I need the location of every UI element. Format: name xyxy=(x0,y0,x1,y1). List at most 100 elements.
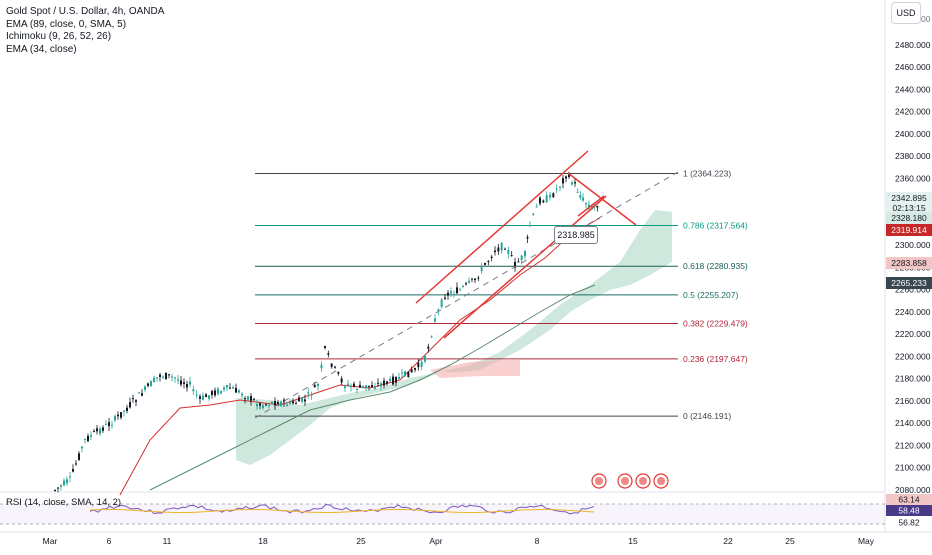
candle-body xyxy=(84,438,86,440)
ichimoku-legend[interactable]: Ichimoku (9, 26, 52, 26) xyxy=(6,31,112,42)
price-label: 2440.000 xyxy=(895,84,931,94)
price-tag-2265-bg xyxy=(886,277,932,289)
candle-body xyxy=(490,256,493,258)
candle-body xyxy=(307,392,310,394)
channel-lower-line xyxy=(443,195,607,339)
candle-body xyxy=(150,381,152,387)
time-axis[interactable]: Mar 6 11 18 25 Apr 8 15 22 25 May xyxy=(43,536,875,546)
candle-body xyxy=(229,387,231,389)
candle-body xyxy=(380,383,382,387)
candle-body xyxy=(582,197,584,201)
candle-body xyxy=(585,202,587,205)
cloud-area-bearish xyxy=(430,360,520,378)
price-label: 2240.000 xyxy=(895,307,931,317)
fibonacci-retracement[interactable]: 1 (2364.223) 0.786 (2317.564) 0.618 (2280.… xyxy=(255,169,748,422)
candle-body xyxy=(565,176,567,179)
candle-body xyxy=(494,250,496,253)
candle-body xyxy=(330,363,333,367)
candle-body xyxy=(434,318,436,322)
candle-body xyxy=(447,292,449,296)
rsi-tag-1: 63.14 xyxy=(898,495,920,505)
candle-body xyxy=(507,249,510,254)
candle-body xyxy=(359,384,361,388)
rsi-pane xyxy=(0,503,885,525)
candle-body xyxy=(353,383,355,387)
current-price-label: 2342.895 xyxy=(891,193,927,203)
candle-body xyxy=(350,385,352,388)
ema34-legend[interactable]: EMA (34, close) xyxy=(6,43,77,55)
candle-body xyxy=(520,255,523,261)
candle-body xyxy=(535,206,538,208)
price-label: 2220.000 xyxy=(895,329,931,339)
candle-body xyxy=(144,386,146,390)
candle-body xyxy=(223,387,225,390)
candle-body xyxy=(271,401,273,404)
candle-body xyxy=(96,428,98,432)
time-label: 11 xyxy=(163,536,172,546)
trend-drawings[interactable] xyxy=(254,150,679,419)
candle-body xyxy=(192,389,195,392)
candlesticks xyxy=(54,171,599,493)
candle-body xyxy=(280,401,282,406)
candle-body xyxy=(487,261,490,263)
symbol-title[interactable]: Gold Spot / U.S. Dollar, 4h, OANDA xyxy=(6,6,165,17)
candle-body xyxy=(132,398,134,400)
candle-body xyxy=(180,380,182,385)
candle-body xyxy=(552,193,555,198)
candle-body xyxy=(226,385,228,388)
candle-body xyxy=(559,186,561,188)
rsi-legend[interactable]: RSI (14, close, SMA, 14, 2) xyxy=(6,497,122,508)
candle-body xyxy=(108,422,110,427)
candle-body xyxy=(440,299,443,307)
rsi-line xyxy=(89,504,595,515)
candle-body xyxy=(168,374,170,376)
candle-body xyxy=(135,400,137,402)
ema-lines xyxy=(119,217,601,496)
candle-body xyxy=(265,404,267,406)
candle-body xyxy=(129,402,131,408)
event-flag-dot xyxy=(657,477,665,485)
price-axis[interactable]: 2500.0002480.0002460.0002440.0002420.000… xyxy=(895,14,931,495)
fib-level-label: 1 (2364.223) xyxy=(683,169,731,179)
indicator-legend: Gold Spot / U.S. Dollar, 4h, OANDA EMA (… xyxy=(6,6,164,56)
time-label: Apr xyxy=(429,536,442,546)
currency-button[interactable]: USD xyxy=(891,2,921,24)
candle-body xyxy=(126,407,128,411)
candle-body xyxy=(123,410,125,412)
candle-body xyxy=(542,200,545,203)
candle-body xyxy=(368,385,370,387)
candle-body xyxy=(183,382,185,384)
countdown-label: 02:13:15 xyxy=(892,203,925,213)
cloud-area xyxy=(236,210,672,465)
economic-events[interactable] xyxy=(591,473,669,489)
candle-body xyxy=(410,369,413,373)
dashed-trendline xyxy=(254,171,679,419)
candle-body xyxy=(576,191,579,193)
candle-body xyxy=(347,383,349,386)
candle-body xyxy=(99,428,101,434)
candle-body xyxy=(524,251,526,257)
price-label: 2380.000 xyxy=(895,151,931,161)
candle-body xyxy=(468,280,470,283)
price-tooltip: 2318.985 xyxy=(554,226,598,244)
candle-body xyxy=(374,387,376,389)
candle-body xyxy=(241,393,243,396)
candle-body xyxy=(186,383,188,388)
candle-body xyxy=(465,283,467,285)
price-label: 2260.000 xyxy=(895,285,931,295)
time-label: 6 xyxy=(107,536,112,546)
candle-body xyxy=(395,377,397,383)
price-label: 2160.000 xyxy=(895,396,931,406)
candle-body xyxy=(444,297,446,299)
candle-body xyxy=(450,291,452,294)
candle-body xyxy=(162,376,164,378)
candle-body xyxy=(320,364,323,369)
candle-body xyxy=(383,380,385,386)
ema34-line xyxy=(119,217,601,496)
ema89-legend[interactable]: EMA (89, close, 0, SMA, 5) xyxy=(6,18,127,30)
event-flag-dot xyxy=(621,477,629,485)
rsi-tag-1-bg xyxy=(886,494,932,505)
candle-body xyxy=(256,403,258,407)
